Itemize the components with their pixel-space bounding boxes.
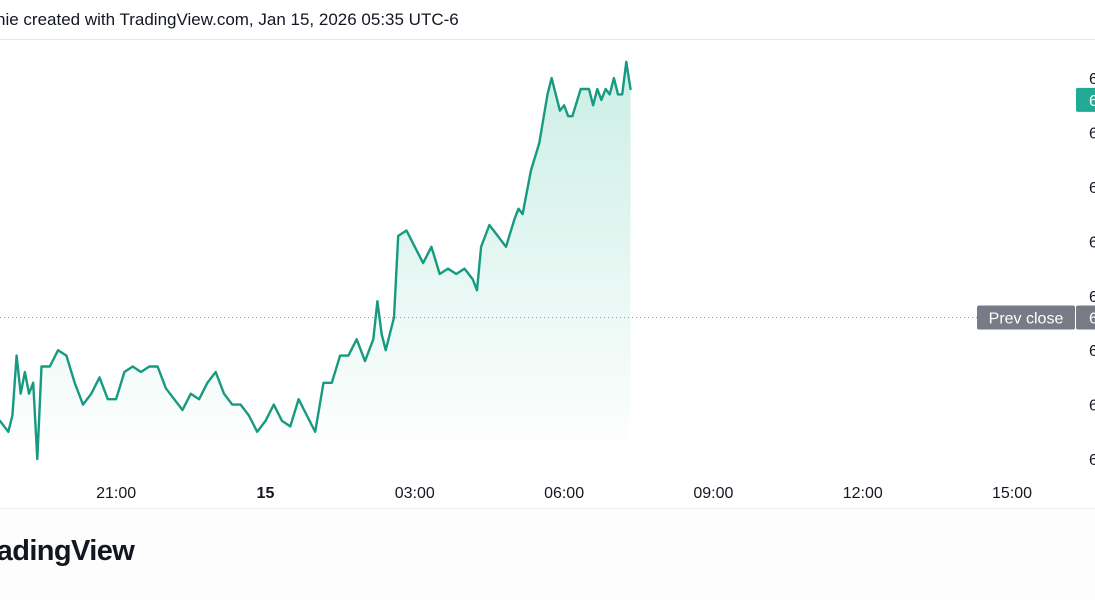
price-line [0, 60, 632, 461]
prev-close-label: Prev close [989, 311, 1064, 328]
y-tick-label: 6 [1089, 398, 1095, 415]
last-price-tag [1076, 87, 1095, 112]
area-layer [0, 61, 631, 460]
prev-close-price-tag [1076, 305, 1095, 330]
y-tick-label: 6 [1089, 126, 1095, 143]
tradingview-logo[interactable]: radingView [0, 535, 135, 567]
x-tick-label: 03:00 [395, 485, 435, 502]
y-axis[interactable]: 6 6 6 6 6 6 6 6 [1089, 71, 1095, 469]
y-tick-label: 6 [1089, 234, 1095, 251]
y-tick-label: 6 [1089, 343, 1095, 360]
last-price-tag-label: 6 [1089, 93, 1095, 110]
chart-header: nie created with TradingView.com, Jan 15… [0, 10, 459, 29]
prev-close-badge [977, 305, 1075, 330]
x-tick-label: 12:00 [843, 485, 883, 502]
y-tick-label: 6 [1089, 452, 1095, 469]
x-tick-label: 09:00 [693, 485, 733, 502]
x-tick-label: 15:00 [992, 485, 1032, 502]
x-tick-label: 06:00 [544, 485, 584, 502]
price-tags: 6 Prev close 6 [977, 87, 1095, 330]
x-axis[interactable]: 21:00 15 03:00 06:00 09:00 12:00 15:00 [96, 485, 1032, 502]
prev-close-price-label: 6 [1089, 311, 1095, 328]
y-tick-label: 6 [1089, 71, 1095, 88]
footer-divider [0, 508, 1095, 509]
y-tick-label: 6 [1089, 289, 1095, 306]
x-tick-label: 15 [257, 485, 275, 502]
price-area [0, 61, 631, 460]
header-divider [0, 39, 1095, 40]
y-tick-label: 6 [1089, 180, 1095, 197]
line-layer [0, 60, 632, 461]
footer [0, 508, 1095, 600]
x-tick-label: 21:00 [96, 485, 136, 502]
price-chart[interactable]: 6 6 6 6 6 6 6 6 21:00 15 03:00 06:00 09:00 12:00 15:0… [0, 0, 1095, 508]
